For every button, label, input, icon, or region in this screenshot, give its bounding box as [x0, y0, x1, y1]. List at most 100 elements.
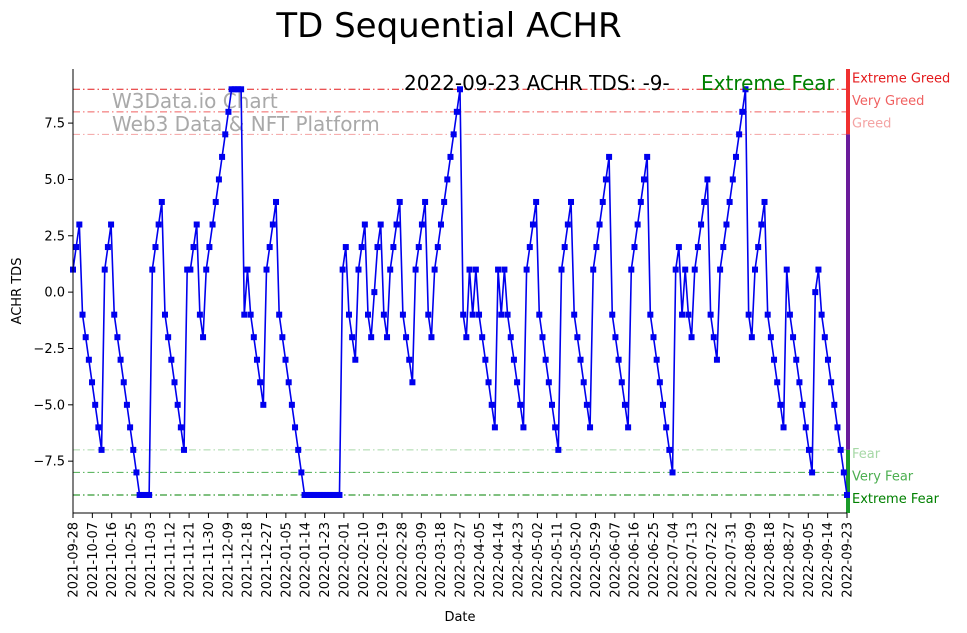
data-point-144	[526, 244, 533, 251]
data-point-102	[393, 221, 400, 228]
x-tick-label-40: 2022-09-23	[841, 522, 856, 598]
data-point-88	[349, 334, 356, 341]
data-point-211	[739, 108, 746, 115]
data-point-111	[422, 198, 429, 205]
data-point-23	[142, 491, 149, 498]
x-tick-label-36: 2022-08-18	[763, 522, 778, 598]
data-point-120	[450, 131, 457, 138]
data-point-210	[736, 131, 743, 138]
data-point-69	[288, 401, 295, 408]
data-point-9	[98, 446, 105, 453]
x-tick-label-19: 2022-03-18	[434, 522, 449, 598]
x-tick-label-29: 2022-06-16	[628, 522, 643, 598]
data-point-219	[764, 311, 771, 318]
data-point-232	[805, 446, 812, 453]
data-point-75	[307, 491, 314, 498]
data-point-89	[352, 356, 359, 363]
y-tick-label-4: 2.5	[44, 229, 65, 244]
data-point-107	[409, 379, 416, 386]
data-point-2	[76, 221, 83, 228]
data-point-40	[196, 311, 203, 318]
data-point-42	[203, 266, 210, 273]
data-point-70	[292, 424, 299, 431]
data-point-127	[472, 266, 479, 273]
data-point-71	[295, 446, 302, 453]
data-point-145	[529, 221, 536, 228]
data-point-124	[463, 334, 470, 341]
data-point-193	[682, 266, 689, 273]
data-point-221	[771, 356, 778, 363]
data-point-6	[89, 379, 96, 386]
data-point-84	[336, 491, 343, 498]
data-point-109	[415, 244, 422, 251]
data-point-199	[701, 198, 708, 205]
x-tick-label-22: 2022-04-14	[492, 522, 507, 598]
data-point-28	[158, 198, 165, 205]
data-point-68	[285, 379, 292, 386]
data-point-218	[761, 198, 768, 205]
x-ticks: 2021-09-28 2021-10-07 2021-10-16 2021-10-25…	[67, 513, 856, 598]
data-point-233	[809, 469, 816, 476]
data-point-64	[273, 198, 280, 205]
data-point-39	[193, 221, 200, 228]
data-point-168	[602, 176, 609, 183]
x-tick-label-35: 2022-08-09	[744, 522, 759, 598]
data-point-34	[177, 424, 184, 431]
data-point-152	[552, 424, 559, 431]
data-point-239	[828, 379, 835, 386]
watermark: W3Data.io Chart Web3 Data & NFT Platform	[112, 89, 380, 136]
zone-label-2: Greed	[852, 116, 891, 131]
data-point-143	[523, 266, 530, 273]
x-tick-label-39: 2022-09-14	[821, 522, 836, 598]
data-point-49	[225, 108, 232, 115]
data-point-18	[127, 424, 134, 431]
data-point-242	[837, 446, 844, 453]
data-point-212	[742, 86, 749, 93]
data-point-217	[758, 221, 765, 228]
data-point-44	[209, 221, 216, 228]
data-point-230	[799, 401, 806, 408]
x-tick-label-33: 2022-07-22	[705, 522, 720, 598]
y-tick-label-0: −7.5	[33, 455, 65, 470]
y-tick-label-5: 5.0	[44, 173, 65, 188]
x-tick-label-24: 2022-05-02	[531, 522, 546, 598]
data-point-29	[161, 311, 168, 318]
data-point-20	[133, 469, 140, 476]
data-point-190	[672, 266, 679, 273]
zone-label-1: Very Greed	[852, 94, 924, 109]
watermark-line-2: Web3 Data & NFT Platform	[112, 112, 380, 136]
zone-label-5: Extreme Fear	[852, 492, 940, 507]
data-point-216	[755, 244, 762, 251]
data-point-37	[187, 266, 194, 273]
data-point-66	[279, 334, 286, 341]
data-point-140	[514, 379, 521, 386]
data-point-206	[723, 221, 730, 228]
x-tick-label-1: 2021-10-07	[86, 522, 101, 598]
data-point-87	[345, 311, 352, 318]
data-point-101	[390, 244, 397, 251]
data-point-110	[418, 221, 425, 228]
x-tick-label-34: 2022-07-31	[724, 522, 739, 598]
data-point-244	[844, 491, 850, 498]
data-point-55	[244, 266, 251, 273]
data-point-163	[587, 424, 594, 431]
data-point-238	[824, 356, 831, 363]
x-tick-label-15: 2022-02-10	[357, 522, 372, 598]
data-point-115	[434, 244, 441, 251]
data-point-241	[834, 424, 841, 431]
x-tick-label-31: 2022-07-04	[666, 522, 681, 598]
y-tick-label-2: −2.5	[33, 342, 65, 357]
data-point-57	[250, 334, 257, 341]
data-point-202	[710, 334, 717, 341]
data-point-83	[333, 491, 340, 498]
x-tick-label-16: 2022-02-19	[376, 522, 391, 598]
data-point-226	[786, 311, 793, 318]
data-point-243	[840, 469, 847, 476]
data-point-214	[748, 334, 755, 341]
x-tick-label-14: 2022-02-01	[337, 522, 352, 598]
data-point-53	[238, 86, 245, 93]
x-tick-label-30: 2022-06-25	[647, 522, 662, 598]
x-tick-label-20: 2022-03-27	[454, 522, 469, 598]
x-tick-label-37: 2022-08-27	[782, 522, 797, 598]
data-point-94	[368, 334, 375, 341]
